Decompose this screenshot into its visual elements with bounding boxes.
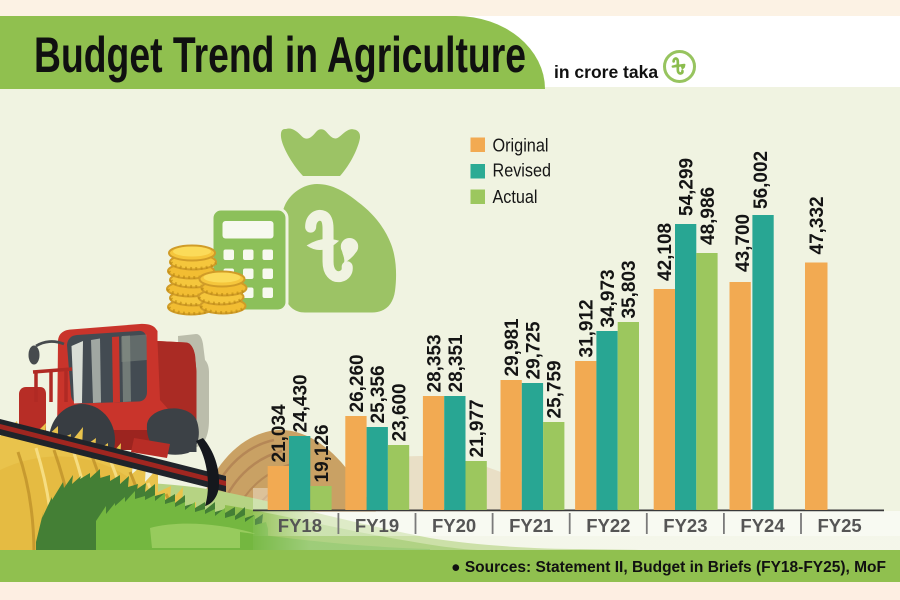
svg-text:25,759: 25,759 — [545, 360, 566, 418]
svg-text:28,353: 28,353 — [424, 334, 445, 392]
svg-text:● Sources: Statement II, Budge: ● Sources: Statement II, Budget in Brief… — [451, 559, 886, 576]
svg-text:29,981: 29,981 — [502, 318, 523, 377]
svg-text:34,973: 34,973 — [598, 269, 619, 327]
svg-text:Actual: Actual — [493, 187, 538, 207]
svg-text:42,108: 42,108 — [655, 223, 676, 281]
svg-text:FY22: FY22 — [586, 515, 630, 536]
svg-text:FY25: FY25 — [817, 515, 861, 536]
svg-text:19,126: 19,126 — [312, 424, 333, 482]
svg-text:54,299: 54,299 — [677, 158, 698, 216]
svg-text:25,356: 25,356 — [368, 365, 389, 423]
svg-text:FY24: FY24 — [740, 515, 785, 536]
svg-text:21,977: 21,977 — [467, 399, 488, 457]
svg-text:FY23: FY23 — [663, 515, 707, 536]
svg-text:Budget Trend in Agriculture: Budget Trend in Agriculture — [34, 27, 526, 83]
svg-text:56,002: 56,002 — [751, 151, 772, 209]
svg-text:in crore taka: in crore taka — [554, 62, 658, 82]
svg-text:Original: Original — [493, 136, 549, 156]
svg-text:35,803: 35,803 — [619, 260, 640, 318]
svg-text:43,700: 43,700 — [733, 214, 754, 272]
svg-text:FY18: FY18 — [278, 515, 322, 536]
svg-text:31,912: 31,912 — [577, 299, 598, 357]
svg-text:Revised: Revised — [493, 161, 552, 181]
svg-text:48,986: 48,986 — [698, 187, 719, 245]
svg-text:29,725: 29,725 — [523, 321, 544, 380]
svg-text:21,034: 21,034 — [269, 404, 290, 463]
svg-text:28,351: 28,351 — [446, 334, 467, 393]
svg-text:23,600: 23,600 — [389, 383, 410, 441]
svg-text:FY20: FY20 — [432, 515, 476, 536]
svg-text:47,332: 47,332 — [807, 196, 828, 254]
svg-text:FY19: FY19 — [355, 515, 399, 536]
svg-text:24,430: 24,430 — [291, 374, 312, 432]
svg-text:FY21: FY21 — [509, 515, 553, 536]
svg-text:26,260: 26,260 — [347, 354, 368, 412]
